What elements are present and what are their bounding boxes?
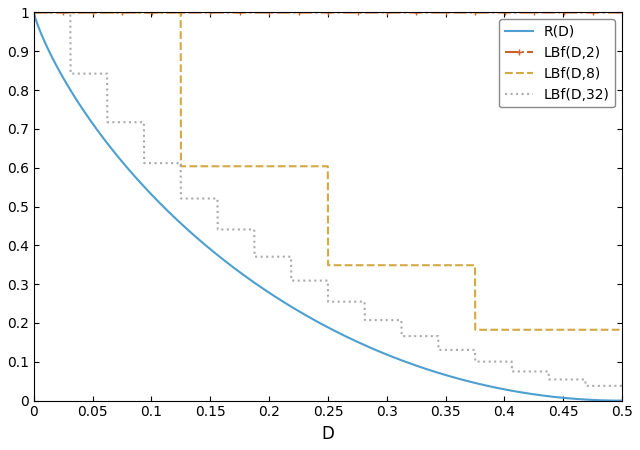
LBf(D,2) [316, 10, 324, 15]
LBf(D,8) [618, 327, 626, 333]
LBf(D,32) [618, 383, 626, 388]
Line: R(D): R(D) [34, 13, 622, 400]
LBf(D,8) [60, 10, 68, 15]
LBf(D,2) [60, 10, 68, 15]
R(D) [316, 320, 324, 326]
LBf(D,32) [60, 10, 68, 15]
LBf(D,8) [300, 163, 308, 169]
LBf(D,32) [300, 278, 308, 284]
LBf(D,8) [30, 10, 38, 15]
LBf(D,2) [601, 10, 609, 15]
R(D) [601, 398, 609, 403]
LBf(D,2) [601, 10, 609, 15]
R(D) [30, 10, 38, 15]
LBf(D,32) [493, 359, 501, 364]
LBf(D,32) [601, 383, 609, 388]
LBf(D,8) [602, 327, 609, 333]
LBf(D,2) [618, 10, 626, 15]
LBf(D,8) [472, 327, 479, 333]
R(D) [601, 398, 609, 403]
R(D) [493, 385, 501, 391]
LBf(D,2) [493, 10, 501, 15]
LBf(D,8) [316, 163, 324, 169]
LBf(D,32) [582, 383, 589, 388]
X-axis label: D: D [321, 425, 334, 443]
Legend: R(D), LBf(D,2), LBf(D,8), LBf(D,32): R(D), LBf(D,2), LBf(D,8), LBf(D,32) [499, 19, 615, 108]
R(D) [300, 312, 308, 317]
LBf(D,2) [30, 10, 38, 15]
R(D) [618, 398, 626, 403]
Line: LBf(D,8): LBf(D,8) [34, 13, 622, 330]
R(D) [60, 76, 68, 81]
LBf(D,8) [493, 327, 501, 333]
LBf(D,32) [30, 10, 38, 15]
LBf(D,8) [601, 327, 609, 333]
Line: LBf(D,32): LBf(D,32) [34, 13, 622, 386]
LBf(D,32) [602, 383, 609, 388]
LBf(D,2) [300, 10, 308, 15]
LBf(D,32) [316, 278, 324, 284]
Line: LBf(D,2): LBf(D,2) [30, 9, 625, 16]
